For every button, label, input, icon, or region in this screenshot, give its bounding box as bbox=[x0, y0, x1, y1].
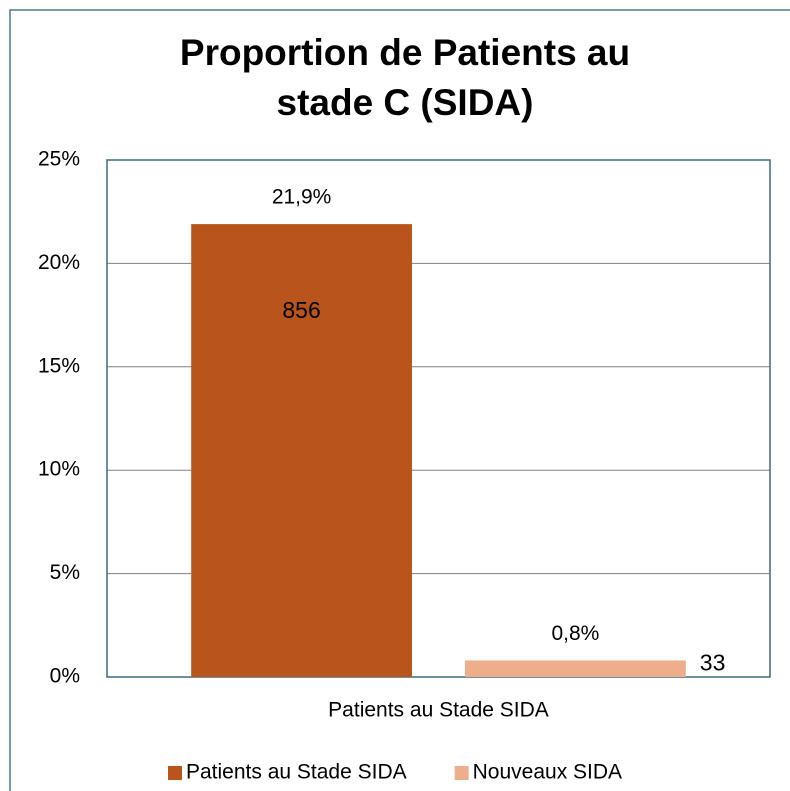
y-tick-label: 5% bbox=[50, 561, 80, 584]
y-tick-label: 10% bbox=[38, 458, 80, 481]
bar bbox=[465, 660, 686, 677]
y-tick-label: 15% bbox=[38, 354, 80, 377]
x-tick-label: Patients au Stade SIDA bbox=[328, 699, 549, 722]
bar bbox=[191, 224, 412, 677]
legend-swatch bbox=[454, 766, 469, 780]
value-label: 0,8% bbox=[551, 622, 599, 645]
y-tick-label: 25% bbox=[38, 148, 80, 171]
count-label: 856 bbox=[282, 297, 320, 323]
chart-title: Proportion de Patients au stade C (SIDA) bbox=[179, 32, 631, 123]
legend-label: Patients au Stade SIDA bbox=[186, 761, 407, 784]
count-label: 33 bbox=[700, 650, 726, 676]
legend-label: Nouveaux SIDA bbox=[473, 761, 622, 784]
legend-swatch bbox=[168, 766, 182, 780]
value-label: 21,9% bbox=[272, 186, 332, 209]
y-tick-label: 20% bbox=[38, 251, 80, 274]
chart-border bbox=[9, 9, 790, 791]
plot-border bbox=[106, 159, 771, 678]
y-tick-label: 0% bbox=[50, 665, 80, 688]
